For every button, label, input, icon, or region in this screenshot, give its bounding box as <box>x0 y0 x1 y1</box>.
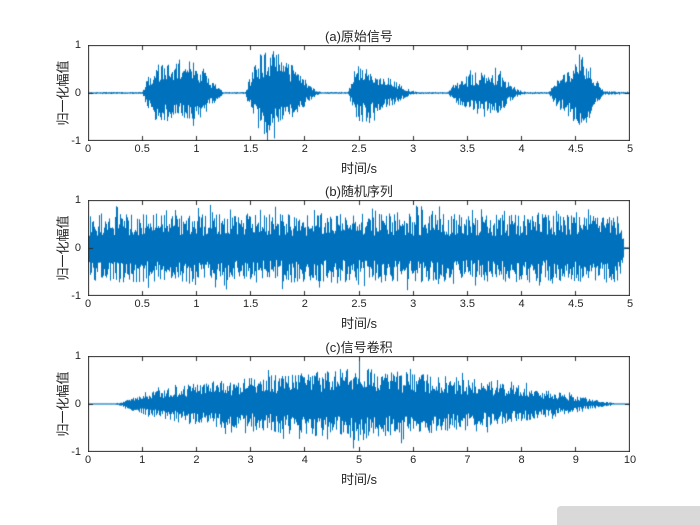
x-tick-label: 6 <box>410 454 417 466</box>
x-tick-label: 1.5 <box>242 143 259 155</box>
x-tick-label: 5 <box>626 298 634 310</box>
subplot-a-ytick-labels: -1 0 1 <box>58 39 84 147</box>
subplot-c-waveform-canvas <box>88 356 630 452</box>
x-tick-label: 1 <box>139 454 146 466</box>
y-tick-label: 0 <box>74 398 81 410</box>
y-tick-label: -1 <box>71 135 81 147</box>
x-tick-label: 2 <box>301 298 308 310</box>
x-tick-label: 0 <box>84 143 92 155</box>
subplot-b-xtick-labels: 0 0.5 1 1.5 2 2.5 3 3.5 4 4.5 5 <box>84 298 634 312</box>
subplot-b-waveform-canvas <box>88 200 630 296</box>
x-tick-label: 2 <box>301 143 308 155</box>
subplot-b-title: (b)随机序列 <box>325 184 393 199</box>
x-tick-label: 5 <box>355 454 363 466</box>
x-tick-label: 3.5 <box>459 143 476 155</box>
x-tick-label: 8 <box>518 454 525 466</box>
y-tick-label: 0 <box>74 242 81 254</box>
x-tick-label: 4.5 <box>568 298 584 310</box>
x-tick-label: 9 <box>572 454 579 466</box>
x-tick-label: 7 <box>464 454 471 466</box>
x-tick-label: 0.5 <box>134 298 150 310</box>
x-tick-label: 4 <box>301 454 308 466</box>
subplot-a-title: (a)原始信号 <box>325 29 393 44</box>
x-tick-label: 0.5 <box>134 143 150 155</box>
x-axis-label: 时间/s <box>340 316 378 331</box>
subplot-a-waveform-canvas <box>88 45 630 141</box>
y-tick-label: 1 <box>74 194 81 206</box>
y-tick-label: 0 <box>74 87 81 99</box>
subplot-c: (c)信号卷积 归一化幅值 -1 0 1 0 1 2 3 4 5 6 7 8 9 10 时间/s <box>0 340 700 487</box>
y-tick-label: 1 <box>74 350 81 362</box>
x-tick-label: 4.5 <box>568 143 584 155</box>
x-tick-label: 5 <box>626 143 634 155</box>
subplot-c-title: (c)信号卷积 <box>325 340 393 355</box>
x-tick-label: 1 <box>193 298 200 310</box>
subplot-a: (a)原始信号 归一化幅值 -1 0 1 0 0.5 1 1.5 2 2.5 3 3.5 4 4.5 5… <box>0 29 700 176</box>
y-tick-label: 1 <box>74 39 81 51</box>
x-tick-label: 1 <box>193 143 200 155</box>
subplot-c-ytick-labels: -1 0 1 <box>58 350 84 458</box>
x-axis-label: 时间/s <box>340 161 378 176</box>
x-tick-label: 2.5 <box>351 143 367 155</box>
x-tick-label: 10 <box>623 454 637 466</box>
x-tick-label: 2 <box>193 454 200 466</box>
y-tick-label: -1 <box>71 290 81 302</box>
x-tick-label: 3 <box>410 298 417 310</box>
subplot-a-xtick-labels: 0 0.5 1 1.5 2 2.5 3 3.5 4 4.5 5 <box>84 143 634 157</box>
x-tick-label: 4 <box>518 143 525 155</box>
x-tick-label: 4 <box>518 298 525 310</box>
subplot-c-xtick-labels: 0 1 2 3 4 5 6 7 8 9 10 <box>84 454 636 468</box>
subplot-b: (b)随机序列 归一化幅值 -1 0 1 0 0.5 1 1.5 2 2.5 3 3.5 4 4.5 5… <box>0 184 700 331</box>
x-tick-label: 3.5 <box>459 298 476 310</box>
x-tick-label: 3 <box>247 454 254 466</box>
bottom-right-overlay <box>557 506 700 525</box>
x-axis-label: 时间/s <box>340 472 378 487</box>
x-tick-label: 1.5 <box>242 298 259 310</box>
x-tick-label: 0 <box>84 298 92 310</box>
x-tick-label: 3 <box>410 143 417 155</box>
y-tick-label: -1 <box>71 446 81 458</box>
subplot-b-ytick-labels: -1 0 1 <box>58 194 84 302</box>
x-tick-label: 0 <box>84 454 92 466</box>
x-tick-label: 2.5 <box>351 298 367 310</box>
